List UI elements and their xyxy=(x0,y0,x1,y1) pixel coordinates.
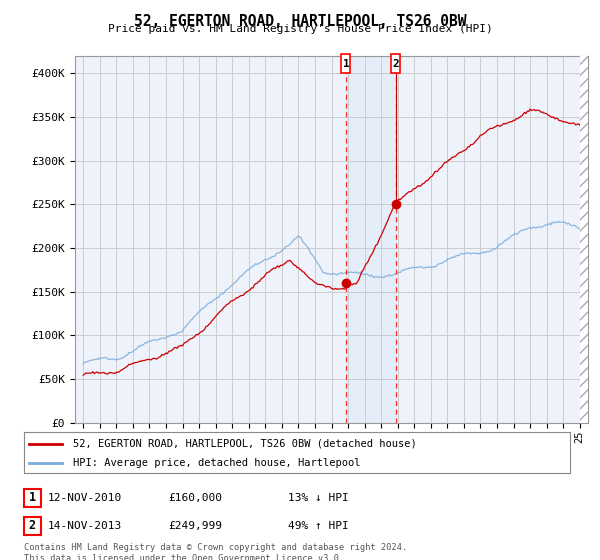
Text: £160,000: £160,000 xyxy=(168,493,222,503)
Text: 49% ↑ HPI: 49% ↑ HPI xyxy=(288,521,349,531)
Bar xyxy=(341,54,350,73)
Text: £249,999: £249,999 xyxy=(168,521,222,531)
Text: Contains HM Land Registry data © Crown copyright and database right 2024.
This d: Contains HM Land Registry data © Crown c… xyxy=(24,543,407,560)
Text: 2: 2 xyxy=(392,59,399,69)
Bar xyxy=(346,56,395,423)
Text: Price paid vs. HM Land Registry's House Price Index (HPI): Price paid vs. HM Land Registry's House … xyxy=(107,24,493,34)
Text: 1: 1 xyxy=(29,491,36,505)
Text: 14-NOV-2013: 14-NOV-2013 xyxy=(48,521,122,531)
Text: 52, EGERTON ROAD, HARTLEPOOL, TS26 0BW (detached house): 52, EGERTON ROAD, HARTLEPOOL, TS26 0BW (… xyxy=(73,439,417,449)
Text: 12-NOV-2010: 12-NOV-2010 xyxy=(48,493,122,503)
Text: 2: 2 xyxy=(29,519,36,533)
Text: 1: 1 xyxy=(343,59,349,69)
Text: 52, EGERTON ROAD, HARTLEPOOL, TS26 0BW: 52, EGERTON ROAD, HARTLEPOOL, TS26 0BW xyxy=(134,14,466,29)
Bar xyxy=(391,54,400,73)
Text: 13% ↓ HPI: 13% ↓ HPI xyxy=(288,493,349,503)
Text: HPI: Average price, detached house, Hartlepool: HPI: Average price, detached house, Hart… xyxy=(73,458,361,468)
